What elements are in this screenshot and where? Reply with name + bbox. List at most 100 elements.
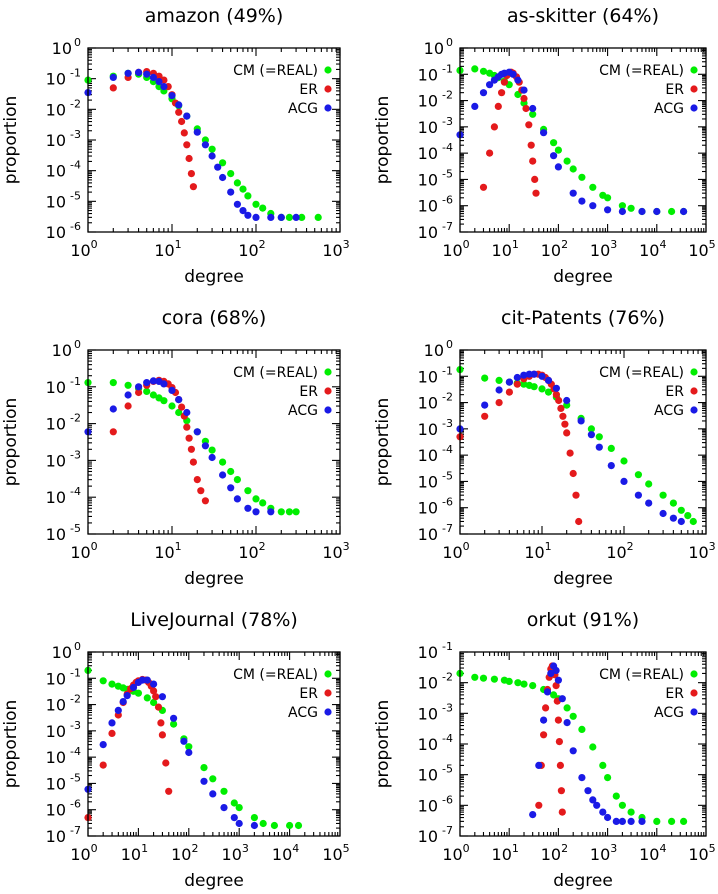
- legend-marker: [690, 406, 698, 414]
- data-point: [219, 458, 227, 466]
- data-point: [235, 804, 243, 812]
- y-tick-exponent: -1: [70, 375, 81, 388]
- y-tick-label: 10: [46, 70, 66, 89]
- y-tick-exponent: -5: [70, 771, 81, 784]
- data-point: [135, 68, 143, 76]
- y-tick-label: 10: [46, 669, 66, 688]
- x-tick-label: 102: [171, 842, 198, 864]
- data-point: [471, 65, 479, 73]
- data-point: [252, 213, 260, 221]
- data-point: [513, 380, 521, 388]
- data-point: [634, 491, 643, 499]
- data-point: [604, 194, 612, 202]
- data-point: [513, 373, 521, 382]
- data-point: [143, 694, 151, 702]
- y-tick-exponent: -2: [70, 693, 81, 706]
- legend-marker: [324, 85, 332, 93]
- data-point: [193, 428, 201, 436]
- data-point: [170, 714, 178, 722]
- data-point: [529, 682, 537, 690]
- data-point: [175, 408, 183, 417]
- data-point: [555, 738, 564, 746]
- legend-label: ACG: [654, 101, 684, 117]
- legend-label: ER: [665, 686, 684, 702]
- data-point: [220, 787, 228, 795]
- data-point: [566, 449, 574, 457]
- data-point: [618, 207, 627, 216]
- y-tick-label: 10: [46, 223, 66, 242]
- x-tick-label: 105: [322, 842, 349, 864]
- data-point: [569, 469, 577, 478]
- y-tick-exponent: -7: [442, 824, 453, 837]
- x-axis-label: degree: [553, 267, 613, 287]
- y-tick-exponent: -3: [70, 128, 81, 141]
- legend-label: ACG: [654, 705, 684, 721]
- data-point: [481, 401, 489, 409]
- legend-label: CM (=REAL): [233, 667, 318, 683]
- data-point: [552, 666, 560, 675]
- data-point: [689, 517, 697, 526]
- data-point: [259, 819, 267, 828]
- data-point: [201, 141, 209, 149]
- data-point: [155, 72, 163, 80]
- y-tick-label: 10: [418, 643, 438, 662]
- data-point: [227, 188, 235, 196]
- data-point: [520, 86, 528, 94]
- legend-marker: [690, 104, 698, 112]
- y-tick-label: 10: [418, 170, 438, 189]
- data-point: [558, 808, 566, 816]
- y-tick-label: 10: [52, 341, 72, 360]
- data-point: [587, 431, 596, 439]
- data-point: [158, 693, 166, 701]
- data-point: [150, 698, 158, 707]
- y-tick-exponent: 0: [74, 640, 81, 653]
- y-tick-exponent: 0: [74, 36, 81, 49]
- y-tick-label: 10: [418, 144, 438, 163]
- x-tick-label: 100: [70, 842, 97, 864]
- data-point: [314, 213, 322, 221]
- y-axis-label: proportion: [373, 700, 393, 789]
- data-point: [578, 197, 586, 205]
- data-point: [178, 403, 186, 411]
- data-point: [143, 379, 151, 387]
- data-point: [109, 405, 117, 413]
- data-point: [227, 484, 235, 492]
- data-point: [525, 121, 533, 129]
- data-point: [627, 204, 635, 212]
- data-point: [109, 73, 117, 81]
- data-point: [252, 495, 260, 503]
- data-point: [160, 380, 168, 388]
- legend-label: ACG: [654, 403, 684, 419]
- data-point: [143, 676, 151, 684]
- chart-title: cit-Patents (76%): [501, 307, 665, 329]
- data-point: [538, 372, 546, 380]
- y-tick-label: 10: [46, 415, 66, 434]
- plot-frame: [87, 651, 341, 837]
- data-point: [479, 183, 488, 191]
- x-tick-label: 104: [272, 842, 299, 864]
- y-tick-exponent: -6: [442, 496, 453, 509]
- y-tick-label: 10: [418, 796, 438, 815]
- data-point: [208, 145, 216, 153]
- data-point: [604, 813, 612, 822]
- data-point: [481, 374, 489, 382]
- legend-label: ER: [299, 82, 318, 98]
- data-point: [529, 157, 537, 165]
- data-point: [552, 384, 561, 392]
- legend-label: ER: [299, 686, 318, 702]
- data-point: [618, 202, 627, 210]
- y-tick-exponent: -1: [442, 640, 453, 653]
- data-point: [520, 680, 528, 688]
- data-point: [520, 94, 528, 103]
- data-point: [183, 423, 191, 431]
- data-point: [250, 814, 258, 822]
- data-point: [540, 716, 548, 724]
- y-tick-label: 10: [418, 65, 438, 84]
- data-point: [244, 487, 252, 495]
- chart-title: orkut (91%): [527, 609, 639, 631]
- data-point: [595, 433, 603, 441]
- y-tick-exponent: -4: [442, 443, 453, 456]
- legend-marker: [324, 689, 332, 697]
